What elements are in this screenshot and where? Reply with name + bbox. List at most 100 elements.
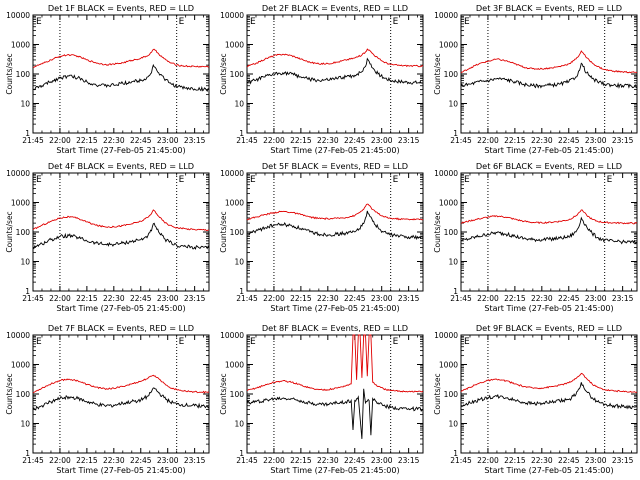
x-tick-label: 22:45 [558,456,580,465]
y-axis-label: Counts/sec [5,53,14,94]
x-axis-label: Start Time (27-Feb-05 21:45:00) [270,466,399,475]
y-tick-label: 1000 [439,199,458,208]
corner-marker: E [179,175,185,185]
y-tick-label: 10000 [434,169,458,178]
y-tick-label: 10000 [220,331,244,340]
x-tick-label: 23:15 [398,294,420,303]
x-tick-label: 22:15 [504,294,526,303]
x-axis-label: Start Time (27-Feb-05 21:45:00) [56,466,185,475]
x-tick-label: 23:15 [184,456,206,465]
corner-marker: E [36,337,42,347]
lld-series-line [246,203,424,221]
x-tick-label: 22:30 [531,294,553,303]
chart-panel: Det 2F BLACK = Events, RED = LLD 1 10 100 10… [219,3,424,155]
y-tick-label: 1000 [225,361,244,370]
x-tick-label: 21:45 [22,456,44,465]
y-tick-label: 10000 [434,11,458,20]
y-tick-label: 10000 [220,169,244,178]
x-axis-label: Start Time (27-Feb-05 21:45:00) [270,146,399,155]
y-tick-label: 10 [448,420,458,429]
x-tick-label: 22:00 [477,294,499,303]
y-tick-label: 10 [20,420,30,429]
y-tick-label: 1000 [11,361,30,370]
x-tick-label: 23:00 [371,456,393,465]
x-tick-label: 22:00 [477,456,499,465]
x-tick-label: 23:00 [157,136,179,145]
y-tick-label: 1000 [439,361,458,370]
y-tick-label: 10 [20,258,30,267]
x-tick-label: 22:45 [558,136,580,145]
corner-marker: E [607,337,613,347]
x-tick-label: 22:45 [130,136,152,145]
x-tick-label: 23:00 [371,136,393,145]
lld-series-line [460,372,638,393]
y-tick-label: 100 [230,70,245,79]
x-tick-label: 23:00 [157,294,179,303]
x-tick-label: 22:30 [317,456,339,465]
corner-marker: E [464,17,470,27]
y-axis-label: Counts/sec [433,211,442,252]
x-tick-label: 22:45 [130,294,152,303]
y-tick-label: 1 [25,287,30,296]
y-tick-label: 10000 [6,331,30,340]
x-tick-label: 23:15 [398,456,420,465]
y-tick-label: 10000 [434,331,458,340]
x-tick-label: 22:45 [344,294,366,303]
y-tick-label: 100 [230,390,245,399]
y-tick-label: 1 [453,287,458,296]
x-tick-label: 23:00 [585,136,607,145]
events-series-line [246,388,424,439]
x-tick-label: 21:45 [450,294,472,303]
chart-title: Det 4F BLACK = Events, RED = LLD [48,161,194,171]
x-tick-label: 22:00 [477,136,499,145]
chart-panel: Det 9F BLACK = Events, RED = LLD 1 10 100 10… [433,323,638,475]
x-tick-label: 22:15 [76,294,98,303]
chart-panel: Det 3F BLACK = Events, RED = LLD 1 10 100 10… [433,3,638,155]
corner-marker: E [393,17,399,27]
x-tick-label: 21:45 [22,136,44,145]
lld-series-line [32,374,210,394]
x-tick-label: 21:45 [22,294,44,303]
y-tick-label: 1 [25,129,30,138]
y-tick-label: 1000 [225,199,244,208]
x-tick-label: 22:00 [49,136,71,145]
x-axis-label: Start Time (27-Feb-05 21:45:00) [484,146,613,155]
x-tick-label: 22:30 [317,136,339,145]
x-tick-label: 22:00 [49,294,71,303]
x-tick-label: 22:15 [76,456,98,465]
chart-panel: Det 4F BLACK = Events, RED = LLD 1 10 100 10… [5,161,210,313]
y-tick-label: 1000 [11,41,30,50]
corner-marker: E [393,175,399,185]
x-tick-label: 21:45 [236,294,258,303]
y-axis-label: Counts/sec [219,373,228,414]
y-axis-label: Counts/sec [433,373,442,414]
chart-panel: Det 1F BLACK = Events, RED = LLD 1 10 100 10… [5,3,210,155]
lld-series-line [246,48,424,68]
corner-marker: E [464,175,470,185]
y-axis-label: Counts/sec [5,211,14,252]
x-tick-label: 23:00 [371,294,393,303]
chart-title: Det 8F BLACK = Events, RED = LLD [262,323,408,333]
y-tick-label: 100 [230,228,245,237]
chart-panel: Det 7F BLACK = Events, RED = LLD 1 10 100 10… [5,323,210,475]
corner-marker: E [393,337,399,347]
x-tick-label: 22:30 [531,136,553,145]
y-tick-label: 1 [453,449,458,458]
lld-series-line [460,209,638,225]
y-tick-label: 100 [444,228,459,237]
x-tick-label: 22:15 [290,294,312,303]
x-tick-label: 22:45 [344,136,366,145]
y-axis-label: Counts/sec [433,53,442,94]
x-tick-label: 22:15 [504,456,526,465]
corner-marker: E [607,175,613,185]
y-axis-label: Counts/sec [219,53,228,94]
events-series-line [246,57,424,85]
y-tick-label: 10 [448,100,458,109]
x-tick-label: 21:45 [236,456,258,465]
x-axis-label: Start Time (27-Feb-05 21:45:00) [484,466,613,475]
corner-marker: E [250,175,256,185]
x-tick-label: 22:00 [263,294,285,303]
chart-title: Det 6F BLACK = Events, RED = LLD [476,161,622,171]
x-tick-label: 22:15 [290,456,312,465]
x-tick-label: 22:45 [344,456,366,465]
